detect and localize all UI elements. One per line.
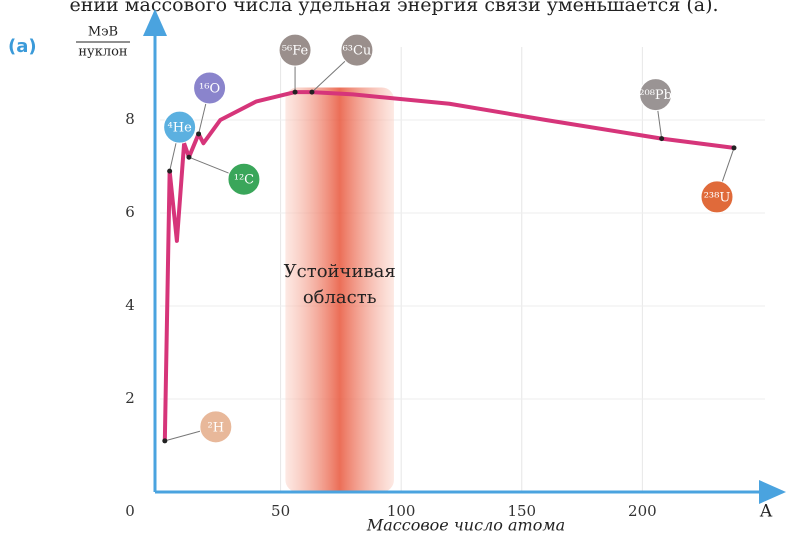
x-axis-label: Массовое число атома	[366, 516, 565, 535]
y-tick-label: 6	[125, 203, 135, 221]
origin-label: 0	[125, 502, 135, 520]
isotope-bubble	[163, 110, 197, 144]
region-label: область	[303, 287, 377, 308]
isotope-point	[186, 154, 192, 160]
x-axis-name: A	[759, 502, 773, 522]
caption: ении массового числа удельная энергия св…	[69, 0, 718, 16]
isotope-bubble	[278, 33, 312, 67]
isotope-point	[167, 168, 173, 174]
isotope-point	[309, 89, 315, 95]
isotope-bubble	[199, 410, 233, 444]
data-line	[162, 90, 735, 441]
x-tick-label: 150	[507, 502, 536, 520]
x-tick-label: 50	[271, 502, 290, 520]
region-label: Устойчивая	[284, 261, 396, 282]
x-tick-label: 100	[387, 502, 416, 520]
isotope-label: ⁶³Cu	[343, 44, 372, 59]
isotope-bubble	[227, 162, 261, 196]
isotope-point	[196, 131, 202, 137]
isotope-label: ²³⁸U	[704, 190, 731, 205]
y-unit-numerator: МэВ	[88, 25, 118, 40]
isotope-label: ⁴He	[168, 121, 193, 136]
panel-label: (a)	[8, 36, 37, 57]
isotope-label: ²⁰⁸Pb	[639, 88, 672, 103]
isotope-point	[162, 438, 168, 444]
isotope-point	[292, 89, 298, 95]
y-tick-label: 4	[125, 296, 135, 314]
stable-region	[285, 87, 394, 492]
isotope-label: ⁵⁶Fe	[282, 44, 309, 59]
isotope-bubble	[700, 180, 734, 214]
y-unit-denominator: нуклон	[78, 45, 127, 60]
isotope-bubble	[639, 78, 673, 112]
isotope-label: ¹²C	[234, 173, 254, 188]
isotope-label: ¹⁶O	[199, 81, 220, 96]
isotope-bubble	[340, 33, 374, 67]
y-tick-label: 8	[125, 110, 135, 128]
y-tick-label: 2	[125, 389, 135, 407]
isotope-label: ²H	[208, 420, 225, 435]
isotope-point	[731, 145, 737, 151]
x-tick-label: 200	[628, 502, 657, 520]
isotope-point	[659, 136, 665, 142]
isotope-bubble	[193, 71, 227, 105]
